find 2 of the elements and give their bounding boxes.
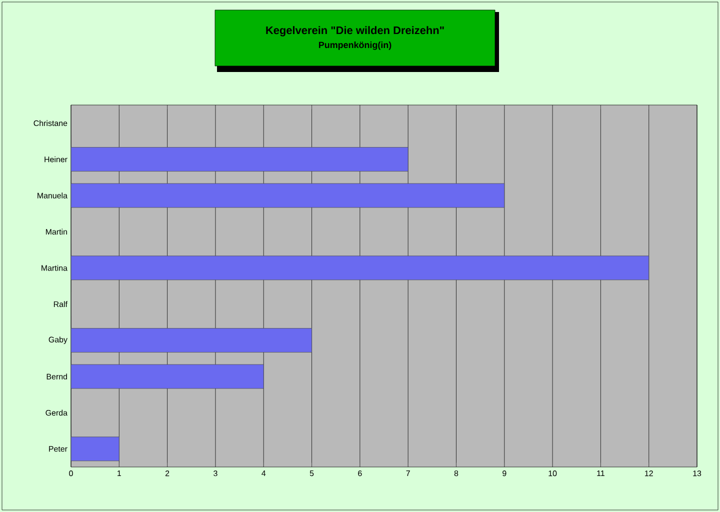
chart-title: Kegelverein "Die wilden Dreizehn" [266,26,444,36]
chart-subtitle: Pumpenkönig(in) [318,41,392,50]
